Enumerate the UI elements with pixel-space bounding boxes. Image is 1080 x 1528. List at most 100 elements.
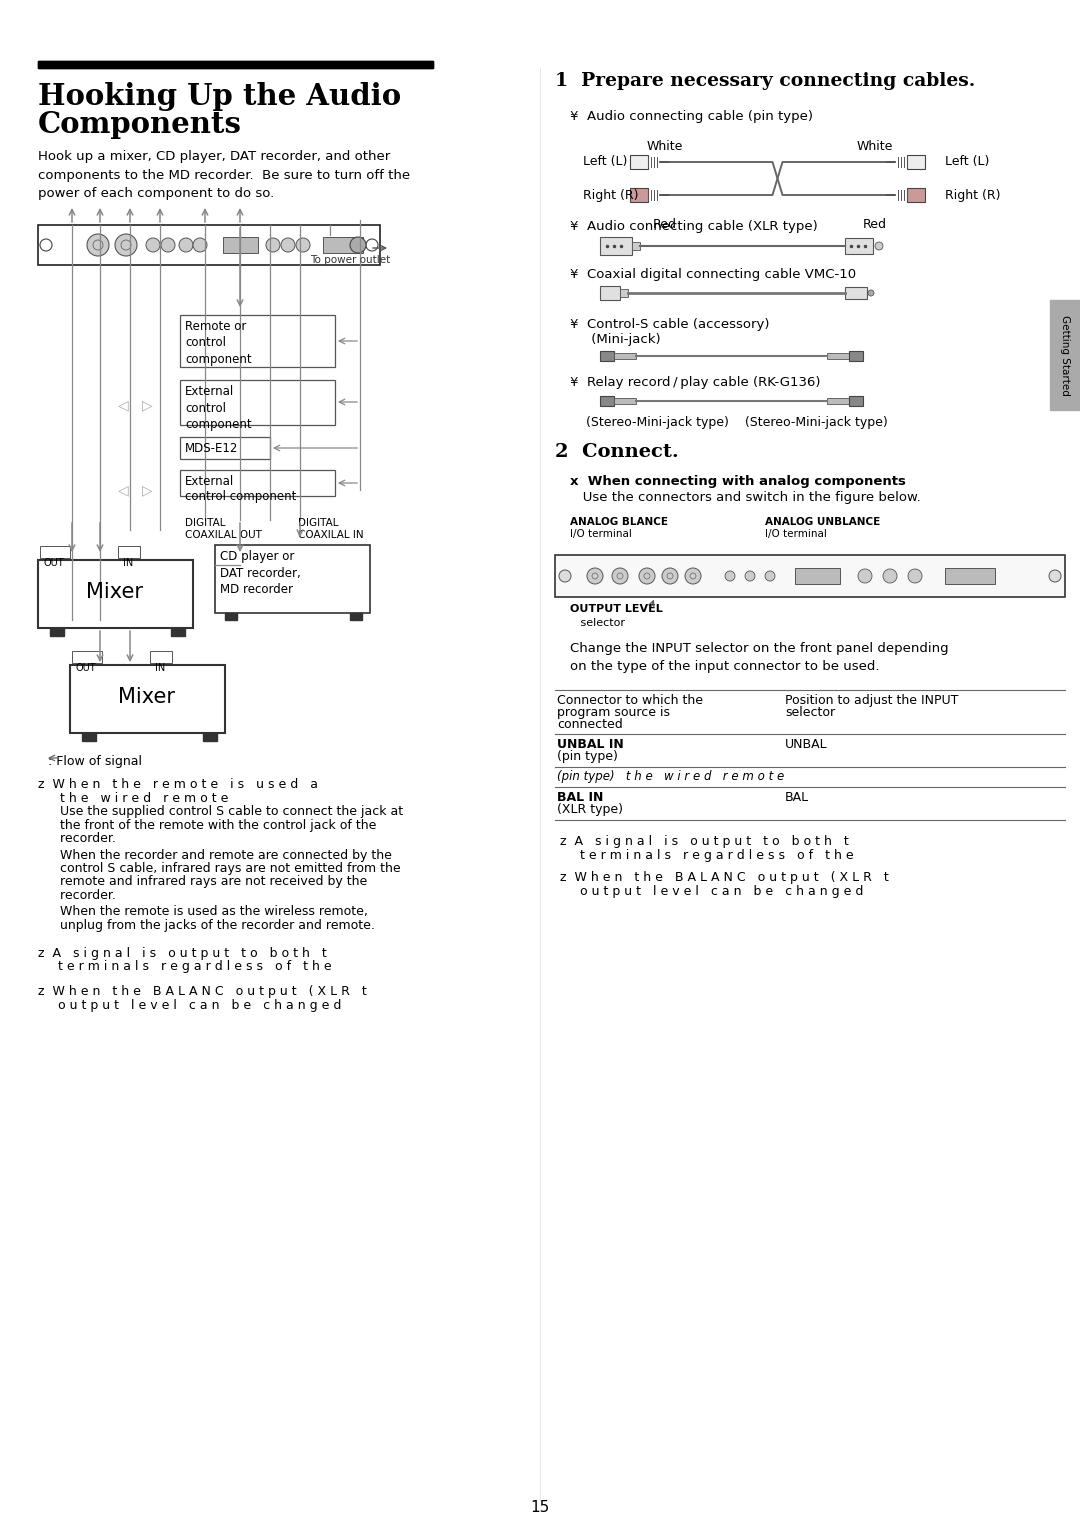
Text: Position to adjust the INPUT: Position to adjust the INPUT xyxy=(785,694,958,707)
Text: OUT: OUT xyxy=(75,663,96,672)
Circle shape xyxy=(875,241,883,251)
Bar xyxy=(630,154,648,170)
Text: ANALOG UNBLANCE: ANALOG UNBLANCE xyxy=(765,516,880,527)
Text: Hook up a mixer, CD player, DAT recorder, and other
components to the MD recorde: Hook up a mixer, CD player, DAT recorder… xyxy=(38,150,410,200)
Bar xyxy=(38,61,433,69)
Text: IN: IN xyxy=(123,558,133,568)
Bar xyxy=(849,351,863,361)
Bar xyxy=(615,353,636,359)
Text: ▷: ▷ xyxy=(141,397,152,413)
Text: z  W h e n   t h e   B A L A N C   o u t p u t   ( X L R   t: z W h e n t h e B A L A N C o u t p u t … xyxy=(38,986,367,998)
Bar xyxy=(180,315,335,367)
Circle shape xyxy=(765,571,775,581)
Text: remote and infrared rays are not received by the: remote and infrared rays are not receive… xyxy=(48,876,367,888)
Bar xyxy=(620,289,627,296)
Bar xyxy=(600,237,632,255)
Text: t h e   w i r e d   r e m o t e: t h e w i r e d r e m o t e xyxy=(48,792,228,805)
Bar xyxy=(38,559,193,628)
Text: x  When connecting with analog components: x When connecting with analog components xyxy=(570,475,906,487)
Text: Left (L): Left (L) xyxy=(945,156,989,168)
Bar xyxy=(203,733,217,741)
Bar xyxy=(350,613,362,620)
Text: ◁: ◁ xyxy=(118,483,129,497)
Text: Use the supplied control S cable to connect the jack at: Use the supplied control S cable to conn… xyxy=(48,805,403,817)
Text: z  W h e n   t h e   r e m o t e   i s   u s e d   a: z W h e n t h e r e m o t e i s u s e d … xyxy=(38,778,318,792)
Bar xyxy=(945,568,995,584)
Circle shape xyxy=(662,568,678,584)
Text: recorder.: recorder. xyxy=(48,889,116,902)
Text: t e r m i n a l s   r e g a r d l e s s   o f   t h e: t e r m i n a l s r e g a r d l e s s o … xyxy=(38,960,332,973)
Text: UNBAL: UNBAL xyxy=(785,738,827,750)
Text: the front of the remote with the control jack of the: the front of the remote with the control… xyxy=(48,819,376,831)
Text: I/O terminal: I/O terminal xyxy=(765,529,827,539)
Bar xyxy=(70,665,225,733)
Text: Left (L): Left (L) xyxy=(583,156,627,168)
Bar xyxy=(632,241,640,251)
Text: selector: selector xyxy=(785,706,835,720)
Bar xyxy=(1050,299,1080,410)
Text: When the recorder and remote are connected by the: When the recorder and remote are connect… xyxy=(48,848,392,862)
Circle shape xyxy=(114,234,137,257)
Circle shape xyxy=(745,571,755,581)
Text: (pin type)   t h e   w i r e d   r e m o t e: (pin type) t h e w i r e d r e m o t e xyxy=(557,770,784,782)
Bar xyxy=(827,397,849,403)
Text: ANALOG BLANCE: ANALOG BLANCE xyxy=(570,516,669,527)
Text: t e r m i n a l s   r e g a r d l e s s   o f   t h e: t e r m i n a l s r e g a r d l e s s o … xyxy=(561,850,853,862)
Bar xyxy=(215,545,370,613)
Text: IN: IN xyxy=(156,663,165,672)
Bar xyxy=(323,237,363,254)
Text: control S cable, infrared rays are not emitted from the: control S cable, infrared rays are not e… xyxy=(48,862,401,876)
Text: Remote or
control
component: Remote or control component xyxy=(185,319,252,367)
Text: ▷: ▷ xyxy=(141,483,152,497)
Text: Right (R): Right (R) xyxy=(583,188,638,202)
Bar xyxy=(630,188,648,202)
Circle shape xyxy=(296,238,310,252)
Circle shape xyxy=(559,570,571,582)
Text: Connector to which the: Connector to which the xyxy=(557,694,703,707)
Text: Use the connectors and switch in the figure below.: Use the connectors and switch in the fig… xyxy=(570,490,921,504)
Bar xyxy=(38,225,380,264)
Bar xyxy=(907,188,924,202)
Circle shape xyxy=(639,568,654,584)
Text: ¥  Control-S cable (accessory): ¥ Control-S cable (accessory) xyxy=(570,318,769,332)
Circle shape xyxy=(858,568,872,584)
Text: CD player or
DAT recorder,
MD recorder: CD player or DAT recorder, MD recorder xyxy=(220,550,300,596)
Bar xyxy=(849,396,863,406)
Bar xyxy=(225,613,237,620)
Text: ¥  Audio connecting cable (pin type): ¥ Audio connecting cable (pin type) xyxy=(570,110,813,122)
Bar xyxy=(38,61,433,69)
Bar xyxy=(600,351,615,361)
Circle shape xyxy=(146,238,160,252)
Circle shape xyxy=(725,571,735,581)
Text: selector: selector xyxy=(570,617,625,628)
Text: (Stereo-Mini-jack type)    (Stereo-Mini-jack type): (Stereo-Mini-jack type) (Stereo-Mini-jac… xyxy=(570,416,888,429)
Bar xyxy=(180,380,335,425)
Text: ¥  Coaxial digital connecting cable VMC-10: ¥ Coaxial digital connecting cable VMC-1… xyxy=(570,267,856,281)
Text: To power outlet: To power outlet xyxy=(310,255,390,264)
Text: recorder.: recorder. xyxy=(48,833,116,845)
Text: connected: connected xyxy=(557,718,623,730)
Circle shape xyxy=(588,568,603,584)
Circle shape xyxy=(883,568,897,584)
Circle shape xyxy=(685,568,701,584)
Circle shape xyxy=(179,238,193,252)
Text: o u t p u t   l e v e l   c a n   b e   c h a n g e d: o u t p u t l e v e l c a n b e c h a n … xyxy=(561,885,863,898)
Text: Mixer: Mixer xyxy=(86,582,144,602)
Text: When the remote is used as the wireless remote,: When the remote is used as the wireless … xyxy=(48,906,368,918)
Text: Components: Components xyxy=(38,110,242,139)
Bar xyxy=(795,568,840,584)
Text: BAL IN: BAL IN xyxy=(557,792,604,804)
Circle shape xyxy=(612,568,627,584)
Circle shape xyxy=(350,237,366,254)
Text: BAL: BAL xyxy=(785,792,809,804)
Bar xyxy=(600,396,615,406)
Bar xyxy=(845,238,873,254)
Bar xyxy=(118,545,140,558)
Text: Mixer: Mixer xyxy=(119,688,175,707)
Text: ¥  Relay record / play cable (RK-G136): ¥ Relay record / play cable (RK-G136) xyxy=(570,376,821,390)
Bar xyxy=(222,237,258,254)
Text: 15: 15 xyxy=(530,1500,550,1514)
Circle shape xyxy=(868,290,874,296)
Text: unplug from the jacks of the recorder and remote.: unplug from the jacks of the recorder an… xyxy=(48,918,375,932)
Text: External
control component: External control component xyxy=(185,475,296,503)
